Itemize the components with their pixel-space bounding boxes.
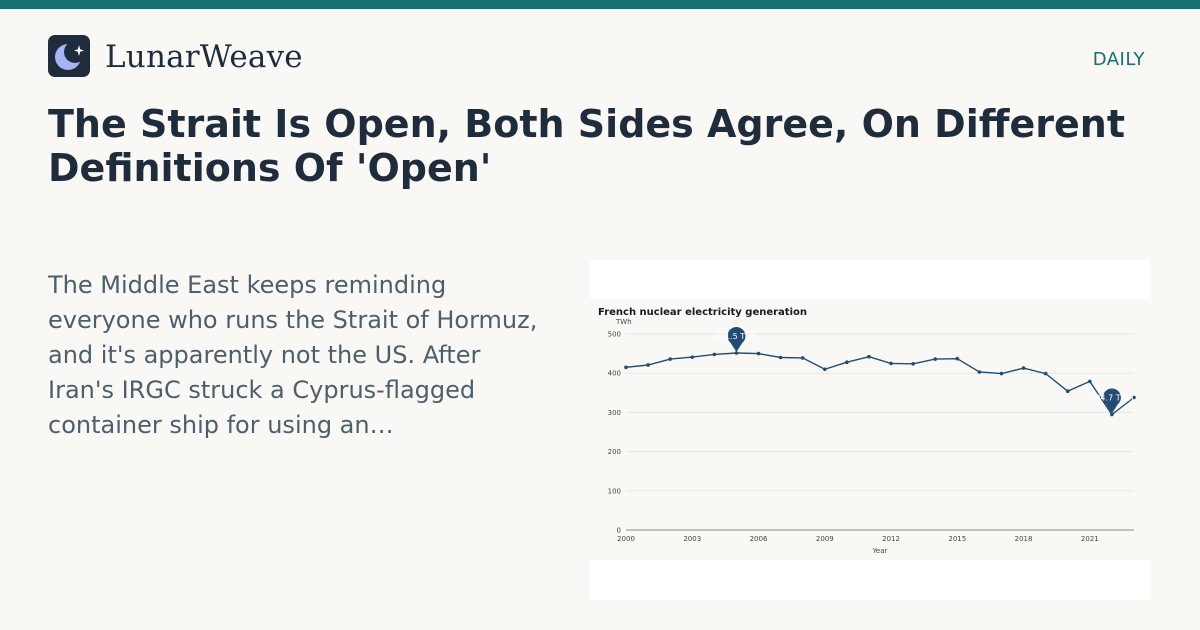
data-point bbox=[690, 355, 695, 359]
y-tick-label: 500 bbox=[608, 331, 621, 339]
y-tick-label: 300 bbox=[608, 409, 621, 417]
annotation-marker bbox=[727, 327, 746, 346]
x-tick-label: 2015 bbox=[948, 535, 966, 543]
brand-name[interactable]: LunarWeave bbox=[105, 39, 303, 75]
data-point bbox=[999, 371, 1004, 376]
data-point bbox=[668, 357, 672, 361]
annotation-label: 294.7 TWh bbox=[1090, 393, 1133, 402]
y-tick-label: 100 bbox=[608, 487, 621, 495]
data-point bbox=[911, 361, 915, 366]
chart-title: French nuclear electricity generation bbox=[598, 307, 807, 318]
data-point bbox=[889, 361, 893, 366]
chart-card: French nuclear electricity generation TW… bbox=[590, 260, 1150, 600]
x-tick-label: 2012 bbox=[882, 535, 900, 543]
series-line bbox=[625, 352, 1135, 416]
data-point bbox=[734, 351, 739, 355]
y-tick-label: 400 bbox=[608, 370, 621, 378]
data-point bbox=[1110, 412, 1114, 417]
data-point bbox=[1065, 389, 1070, 394]
data-point bbox=[800, 356, 805, 360]
x-tick-label: 2000 bbox=[617, 535, 635, 543]
annotation-label: 451.5 TWh bbox=[715, 332, 758, 341]
x-tick-label: 2009 bbox=[816, 535, 834, 543]
accent-top-bar bbox=[0, 0, 1200, 9]
x-axis-label: Year bbox=[872, 547, 888, 555]
data-point bbox=[712, 352, 717, 357]
data-point bbox=[1021, 366, 1026, 370]
data-point bbox=[867, 354, 871, 359]
annotation-marker bbox=[1102, 388, 1121, 407]
x-tick-label: 2006 bbox=[750, 535, 768, 543]
crescent-moon-star-icon[interactable] bbox=[48, 35, 90, 77]
article-summary: The Middle East keeps reminding everyone… bbox=[48, 271, 538, 439]
data-point bbox=[845, 360, 849, 365]
data-point bbox=[1043, 371, 1048, 376]
data-point bbox=[1088, 379, 1092, 384]
section-label[interactable]: DAILY bbox=[1092, 49, 1145, 70]
x-tick-label: 2018 bbox=[1015, 535, 1033, 543]
article-headline: The Strait Is Open, Both Sides Agree, On… bbox=[48, 102, 1126, 190]
y-tick-label: 0 bbox=[617, 527, 621, 535]
data-point bbox=[955, 356, 960, 361]
data-point bbox=[646, 363, 650, 367]
data-point bbox=[977, 370, 982, 374]
data-point bbox=[822, 367, 827, 372]
data-point bbox=[624, 365, 628, 370]
y-axis-label: TWh bbox=[615, 318, 632, 326]
chart-panel: French nuclear electricity generation TW… bbox=[590, 299, 1150, 560]
data-point bbox=[756, 351, 761, 356]
y-tick-label: 200 bbox=[608, 448, 621, 456]
line-chart: French nuclear electricity generation TW… bbox=[598, 307, 1136, 555]
x-tick-label: 2003 bbox=[683, 535, 701, 543]
x-tick-label: 2021 bbox=[1081, 535, 1099, 543]
data-point bbox=[778, 355, 783, 360]
data-point bbox=[1132, 395, 1136, 400]
data-point bbox=[933, 357, 938, 361]
